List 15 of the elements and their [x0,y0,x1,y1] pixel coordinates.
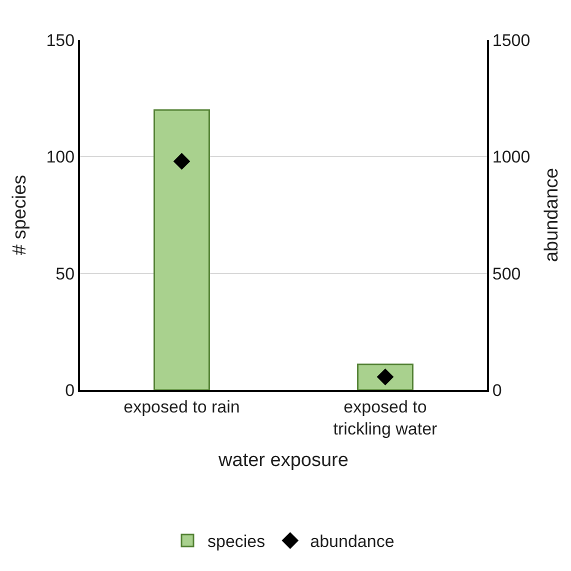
y2-tick-label: 1000 [492,148,530,167]
x-tick-label: exposed to trickling water [333,397,438,438]
y-tick-label: 150 [46,30,75,50]
y-tick-label: 100 [46,148,75,167]
y2-axis-title: abundance [542,168,563,262]
y-tick-label: 0 [65,380,75,400]
y-tick-label: 50 [56,264,75,284]
y2-tick-label: 1500 [492,30,530,50]
y2-tick-label: 500 [492,264,521,284]
x-axis-title: water exposure [218,450,348,471]
y-axis-title: # species [10,174,31,256]
legend-label: abundance [310,532,394,552]
legend-label: species [208,532,266,552]
y2-tick-label: 0 [492,380,502,400]
x-tick-label: exposed to rain [124,397,240,416]
